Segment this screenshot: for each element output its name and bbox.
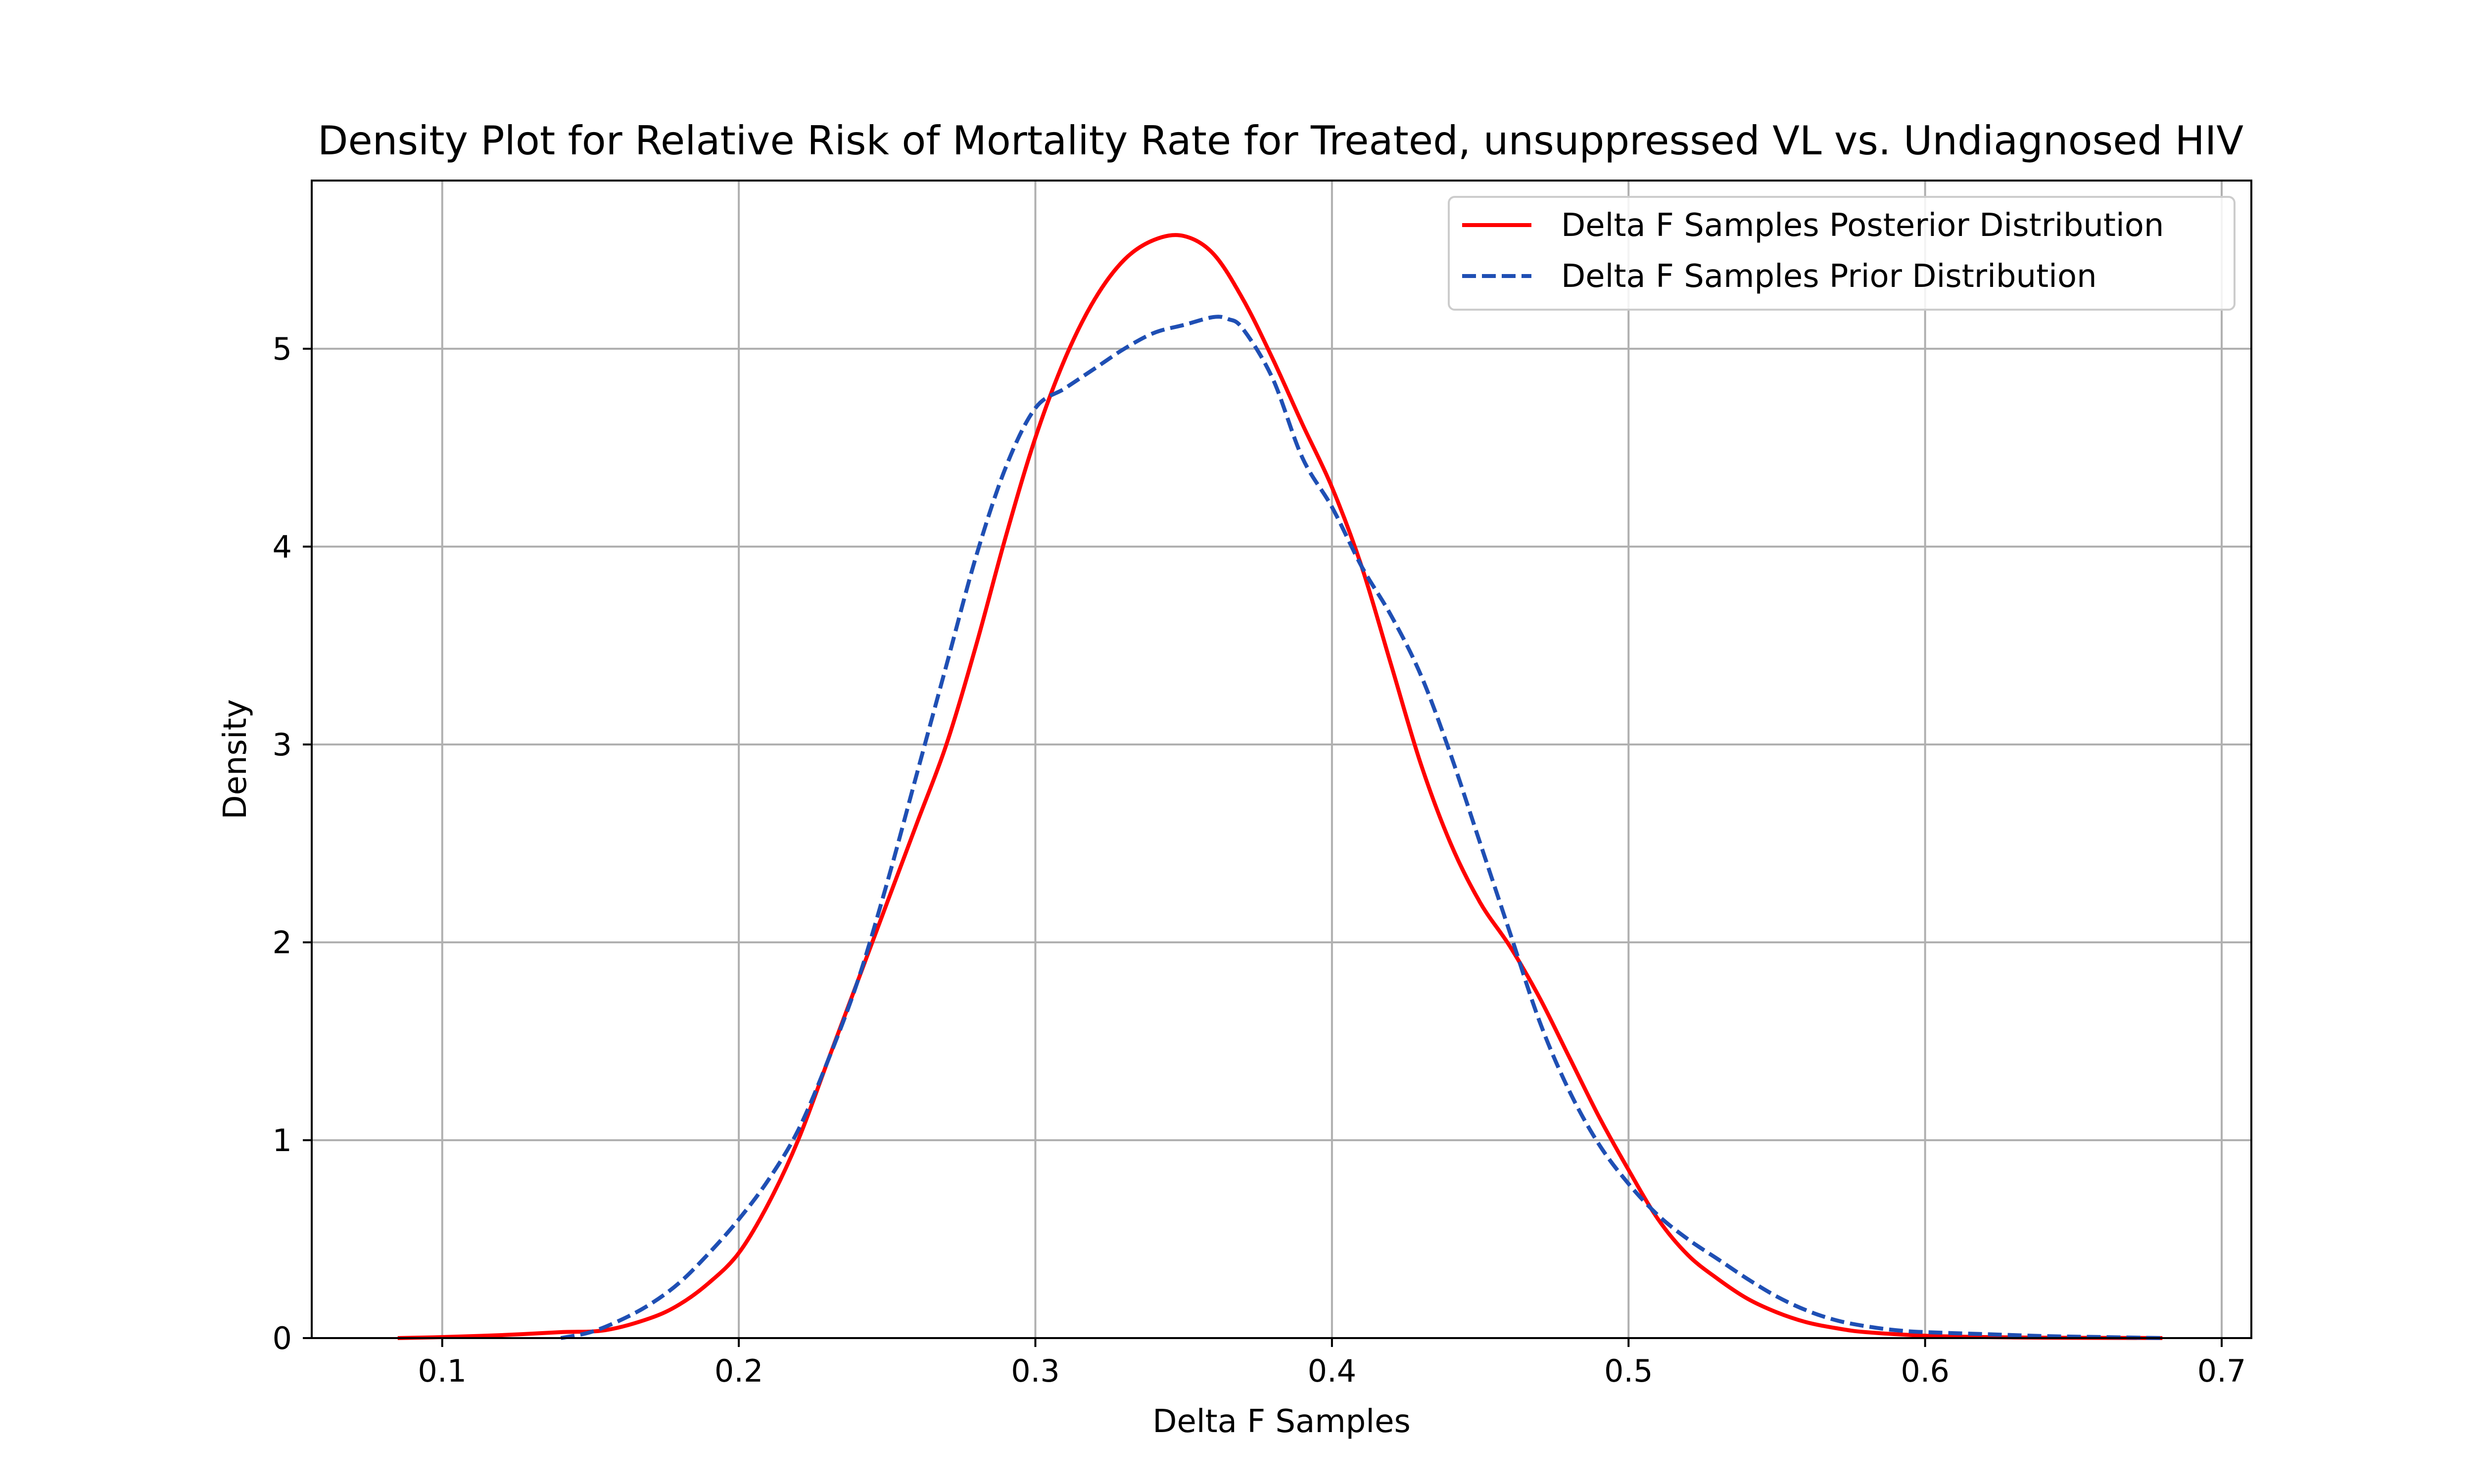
x-tick-label: 0.6 bbox=[1901, 1353, 1950, 1389]
x-tick-label: 0.2 bbox=[714, 1353, 763, 1389]
legend-box bbox=[1448, 196, 2236, 311]
x-tick-label: 0.3 bbox=[1011, 1353, 1060, 1389]
y-axis-ticks: 0 1 2 3 4 5 bbox=[273, 331, 312, 1356]
x-tick-label: 0.7 bbox=[2197, 1353, 2246, 1389]
y-tick-label: 5 bbox=[273, 331, 292, 367]
x-tick-label: 0.1 bbox=[418, 1353, 467, 1389]
x-tick-label: 0.5 bbox=[1604, 1353, 1653, 1389]
legend: Delta F Samples Posterior Distribution D… bbox=[1448, 196, 2236, 311]
y-tick-label: 3 bbox=[273, 727, 292, 763]
posterior-density-line bbox=[397, 233, 2163, 1340]
x-axis-label: Delta F Samples bbox=[1152, 1403, 1411, 1440]
grid-lines bbox=[312, 181, 2251, 1339]
prior-density-line bbox=[560, 315, 2163, 1340]
legend-label-prior: Delta F Samples Prior Distribution bbox=[1561, 258, 2097, 295]
series-layer bbox=[397, 233, 2163, 1340]
chart-title: Density Plot for Relative Risk of Mortal… bbox=[318, 118, 2244, 164]
y-tick-label: 0 bbox=[273, 1320, 292, 1356]
plot-area-frame bbox=[311, 180, 2252, 1339]
y-tick-label: 2 bbox=[273, 925, 292, 961]
x-tick-label: 0.4 bbox=[1308, 1353, 1357, 1389]
x-axis-ticks: 0.1 0.2 0.3 0.4 0.5 0.6 0.7 bbox=[418, 1338, 2246, 1389]
y-axis-label: Density bbox=[217, 699, 254, 819]
y-tick-label: 4 bbox=[273, 529, 292, 565]
y-tick-label: 1 bbox=[273, 1122, 292, 1159]
legend-label-posterior: Delta F Samples Posterior Distribution bbox=[1561, 207, 2164, 244]
